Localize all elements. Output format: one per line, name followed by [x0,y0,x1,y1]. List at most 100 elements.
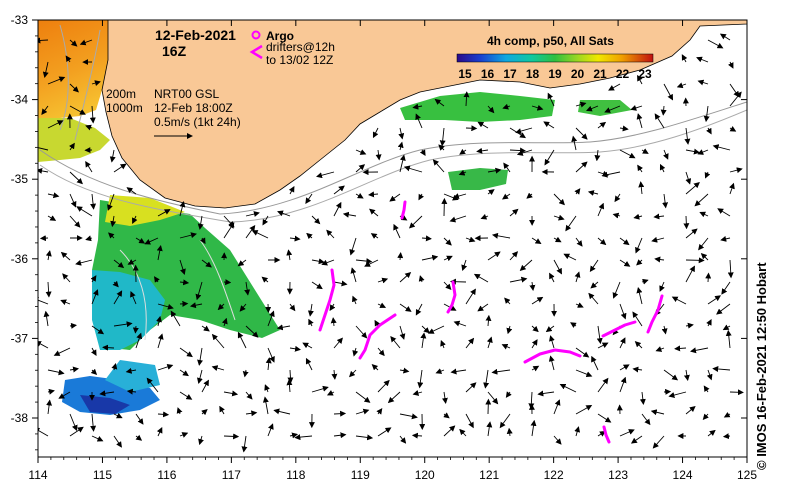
current-arrow [276,324,291,331]
current-arrow [412,390,423,396]
current-arrow [491,232,511,239]
current-arrows [38,33,744,453]
current-arrow [311,281,323,290]
contour-shelf-2 [199,239,236,321]
current-arrow [90,275,97,283]
current-arrow [434,98,445,107]
depth-label-1000m: 1000m [106,101,143,115]
current-arrow [487,251,501,261]
lon-tick-label: 117 [222,468,241,482]
lon-tick-label: 115 [93,468,112,482]
current-arrow [399,154,406,173]
current-arrow [355,434,374,441]
current-arrow [439,127,446,147]
current-arrow [476,147,489,154]
current-arrow [251,230,269,239]
current-arrow [630,435,643,444]
colorbar-tick-label: 19 [548,67,562,81]
current-arrow [261,276,269,283]
current-arrow [69,322,78,329]
current-arrow [289,235,301,242]
current-arrow [594,149,601,162]
current-arrow [369,208,379,217]
current-arrow [201,379,209,393]
current-arrow [211,333,225,349]
current-arrow [58,391,71,399]
current-arrow [411,432,423,439]
current-arrow [449,215,467,223]
current-arrow [553,236,562,243]
current-arrow [483,369,490,389]
current-arrow [333,185,345,195]
current-arrow [371,364,379,371]
drifter-legend-icon [249,44,263,60]
current-arrow [53,347,71,356]
current-arrow [619,259,631,267]
current-arrow [604,105,621,113]
current-arrow [487,189,495,196]
current-arrow [705,272,712,283]
current-arrow [135,413,144,425]
current-arrow [597,121,607,129]
current-arrow [355,391,371,403]
current-arrow [570,322,577,328]
current-arrow [652,435,665,449]
current-arrow [109,149,116,163]
current-arrow [729,182,735,195]
current-arrow [597,237,607,246]
current-arrow [399,435,407,444]
current-arrow [352,347,359,357]
current-arrow [288,185,295,195]
current-arrow [69,105,86,115]
current-arrow [75,259,93,266]
current-arrow [135,434,143,441]
current-arrow [197,347,204,366]
lon-tick-label: 123 [608,468,628,482]
current-arrow [223,279,232,286]
current-arrow [487,105,495,114]
current-arrow [342,211,357,218]
sst-yellow-band [105,195,185,226]
current-arrow [42,61,49,78]
current-arrow [399,271,412,283]
current-arrow [333,337,343,349]
current-arrow [267,347,275,363]
current-arrow [574,188,581,195]
current-arrow [729,167,743,174]
current-arrow [477,121,489,129]
lon-tick-label: 118 [286,468,305,482]
current-arrow [179,232,197,239]
current-arrow [597,377,609,393]
drifters-label: drifters@12h [266,40,335,54]
current-arrow [46,399,53,415]
current-arrow [62,273,71,283]
current-arrow [421,235,432,242]
current-arrow [697,79,709,86]
drifter-track [446,280,457,314]
current-arrow [463,91,470,107]
current-arrow [286,379,293,393]
current-arrow [387,391,401,404]
current-arrow [441,391,448,404]
current-arrow [418,193,424,201]
current-arrow [89,105,96,124]
current-arrow [619,303,627,320]
current-arrow [330,317,337,327]
current-arrow [719,33,731,41]
current-arrow [654,113,665,129]
sst-yellow-patch [38,118,110,162]
current-arrow [377,277,389,284]
current-arrow [305,193,313,204]
current-arrow [641,278,649,285]
current-arrow [198,435,204,446]
current-arrow [720,235,731,242]
current-arrow [465,382,477,393]
current-arrow [707,295,722,305]
current-arrow [47,388,55,395]
argo-label: Argo [266,29,294,43]
current-arrow [308,318,314,327]
current-arrow [638,181,645,195]
current-arrow [612,212,621,219]
current-arrow [79,39,93,46]
current-arrow [597,413,612,423]
